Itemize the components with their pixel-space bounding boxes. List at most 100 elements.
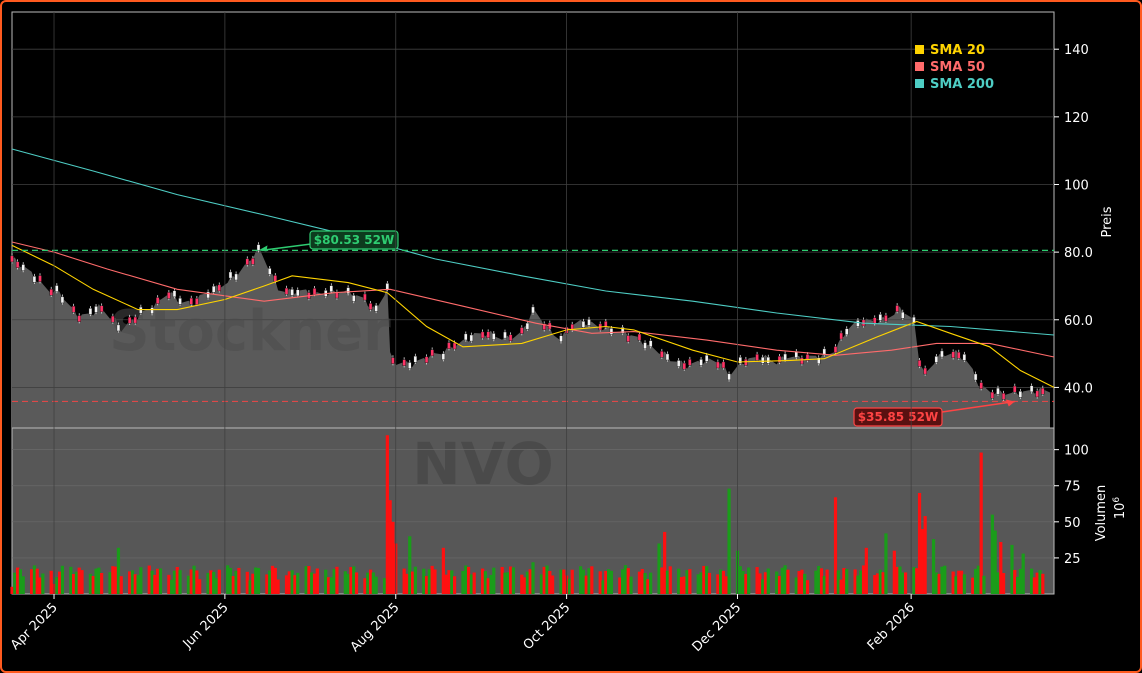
volume-bar-down (10, 586, 14, 594)
ticker-watermark: NVO (412, 430, 554, 498)
volume-bar-up (178, 570, 182, 594)
volume-bar-up (607, 569, 611, 594)
candle-up (699, 359, 703, 366)
volume-bar-down (312, 573, 317, 594)
price-tick-label: 60.0 (1064, 314, 1093, 329)
volume-bar-down (646, 579, 650, 594)
volume-bar-up (186, 575, 191, 594)
volume-bar-down (584, 575, 588, 594)
candle-down (155, 297, 160, 304)
legend-swatch (915, 79, 924, 88)
volume-bar-down (528, 569, 532, 594)
volume-bar-up (539, 574, 544, 594)
volume-bar-down (486, 578, 490, 594)
volume-bar-down (800, 569, 804, 594)
low-52w-arrow (941, 400, 1015, 413)
volume-bar-down (758, 573, 762, 594)
volume-bar-down (402, 568, 406, 594)
candle-down (452, 342, 457, 350)
candle-up (587, 319, 591, 326)
volume-bar-down (522, 577, 527, 594)
volume-bar-down (100, 572, 104, 594)
volume-bar-up (727, 488, 731, 594)
candle-up (469, 334, 474, 342)
volume-bar-up (483, 571, 487, 594)
volume-bar-up (304, 566, 308, 594)
volume-bar-up (587, 568, 591, 594)
candle-down (99, 305, 104, 313)
price-axis-label: Preis (1100, 206, 1115, 237)
candle-down (777, 356, 782, 363)
volume-bar-down (388, 500, 392, 594)
volume-bar-down (72, 574, 76, 594)
candle-up (727, 373, 731, 381)
volume-bar-up (1021, 553, 1025, 594)
volume-bar-up (136, 575, 140, 594)
volume-bar-down (49, 570, 53, 594)
candle-up (817, 357, 821, 364)
low-52w-arrowhead (1005, 399, 1015, 407)
high-52w-arrowhead (258, 245, 268, 252)
candle-up (150, 307, 154, 314)
high-52w-label: $80.53 52W (314, 233, 394, 247)
candle-up (267, 268, 272, 275)
price-tick-label: 40.0 (1064, 381, 1093, 396)
candle-up (822, 348, 827, 356)
candle-up (581, 321, 586, 328)
volume-bar-up (158, 568, 163, 594)
volume-bar-down (167, 574, 171, 594)
volume-bar-down (957, 570, 961, 594)
volume-bar-up (623, 565, 628, 594)
candle-up (934, 356, 939, 363)
volume-bar-down (385, 435, 389, 594)
candle-down (1013, 385, 1017, 393)
candle-up (464, 333, 468, 341)
volume-bar-up (898, 566, 902, 594)
candle-down (833, 346, 838, 353)
volume-bar-up (643, 572, 647, 594)
volume-bar-down (77, 567, 81, 594)
candle-up (55, 285, 59, 292)
candle-down (10, 255, 14, 263)
candle-down (979, 382, 983, 389)
low-52w-label: $35.85 52W (858, 410, 938, 424)
candle-down (805, 354, 810, 361)
volume-bar-down (702, 565, 706, 594)
volume-bar-down (805, 580, 810, 594)
volume-tick-label: 25 (1064, 552, 1081, 567)
high-52w-arrow (261, 243, 312, 252)
volume-bar-down (562, 569, 566, 594)
volume-bar-down (548, 570, 552, 594)
volume-bar-up (649, 572, 653, 594)
volume-bar-down (640, 568, 644, 594)
candle-down (363, 293, 367, 301)
x-tick-label: Apr 2025 (8, 600, 61, 653)
volume-bar-down (1013, 569, 1017, 594)
volume-bar-up (32, 565, 37, 594)
volume-bar-up (525, 571, 529, 594)
price-tick-label: 120 (1064, 111, 1089, 126)
candle-down (951, 351, 955, 359)
volume-bar-up (817, 565, 821, 594)
volume-bar-down (920, 529, 924, 594)
volume-bar-down (707, 572, 712, 594)
volume-bar-up (884, 533, 888, 594)
volume-bar-down (128, 571, 132, 594)
volume-bar-down (663, 531, 667, 594)
candle-down (895, 305, 899, 312)
volume-bar-down (354, 572, 359, 594)
candle-down (721, 361, 726, 369)
candle-down (195, 298, 199, 305)
volume-bar-down (551, 575, 555, 594)
candle-down (957, 351, 961, 359)
volume-bar-up (761, 579, 765, 594)
volume-bar-up (371, 572, 375, 594)
legend-swatch (915, 45, 924, 54)
volume-bar-up (150, 570, 154, 594)
volume-bar-down (892, 550, 896, 594)
volume-bar-up (422, 568, 426, 594)
volume-bar-up (18, 569, 23, 594)
volume-bar-down (273, 567, 277, 594)
volume-bar-up (629, 576, 633, 594)
volume-bar-down (895, 566, 899, 594)
